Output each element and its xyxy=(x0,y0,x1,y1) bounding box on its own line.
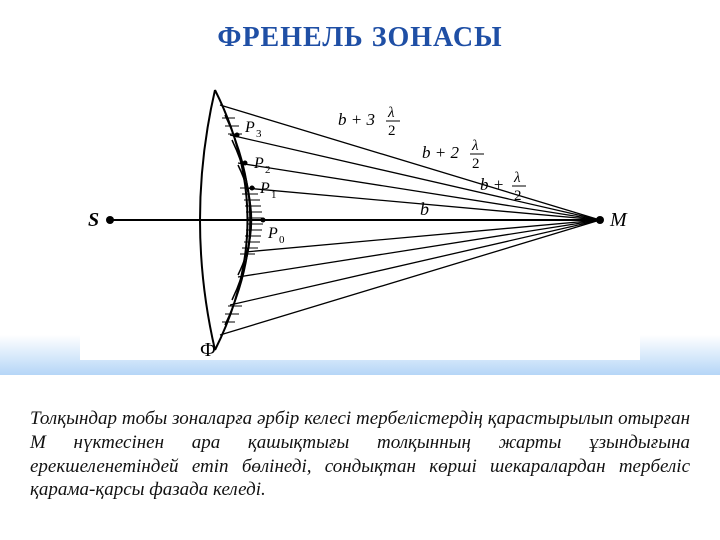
svg-text:λ: λ xyxy=(471,138,479,154)
svg-text:1: 1 xyxy=(271,189,277,201)
svg-text:λ: λ xyxy=(387,105,395,121)
point-s xyxy=(106,216,114,224)
svg-text:3: 3 xyxy=(256,128,262,140)
svg-text:2: 2 xyxy=(388,123,396,139)
label-ray-3: b + 3 λ 2 xyxy=(338,105,400,139)
svg-text:λ: λ xyxy=(513,170,521,186)
svg-text:P: P xyxy=(259,180,270,197)
label-p3: P 3 xyxy=(244,119,262,140)
svg-text:b + 2: b + 2 xyxy=(422,143,459,162)
ray-p2-bot xyxy=(238,220,600,277)
point-p0 xyxy=(261,218,266,223)
svg-text:2: 2 xyxy=(514,188,522,204)
point-p1 xyxy=(250,186,255,191)
svg-text:2: 2 xyxy=(265,164,271,176)
svg-text:P: P xyxy=(244,119,255,136)
label-ray-1: b + λ 2 xyxy=(480,170,526,204)
page-title: ФРЕНЕЛЬ ЗОНАСЫ xyxy=(0,22,720,54)
point-p3 xyxy=(235,133,240,138)
svg-text:P: P xyxy=(267,225,278,242)
svg-text:b + 3: b + 3 xyxy=(338,110,375,129)
diagram-svg: S M Ф b P 0 P 1 P 2 P 3 xyxy=(80,60,640,360)
label-b: b xyxy=(420,199,429,219)
svg-text:2: 2 xyxy=(472,156,480,172)
svg-text:b +: b + xyxy=(480,175,504,194)
label-p1: P 1 xyxy=(259,180,277,201)
label-p0: P 0 xyxy=(267,225,285,246)
ray-p3-bot xyxy=(230,220,600,305)
ray-p3-top xyxy=(230,135,600,220)
caption-text: Толқындар тобы зоналарға әрбір келесі те… xyxy=(30,407,690,502)
svg-text:0: 0 xyxy=(279,234,285,246)
label-s: S xyxy=(88,209,99,231)
fresnel-zone-diagram: S M Ф b P 0 P 1 P 2 P 3 xyxy=(80,60,640,360)
label-ray-2: b + 2 λ 2 xyxy=(422,138,484,172)
point-p2 xyxy=(243,161,248,166)
label-phi: Ф xyxy=(200,339,216,360)
label-p2: P 2 xyxy=(253,155,271,176)
label-m: M xyxy=(609,209,628,231)
ray-p2-top xyxy=(238,163,600,220)
svg-text:P: P xyxy=(253,155,264,172)
